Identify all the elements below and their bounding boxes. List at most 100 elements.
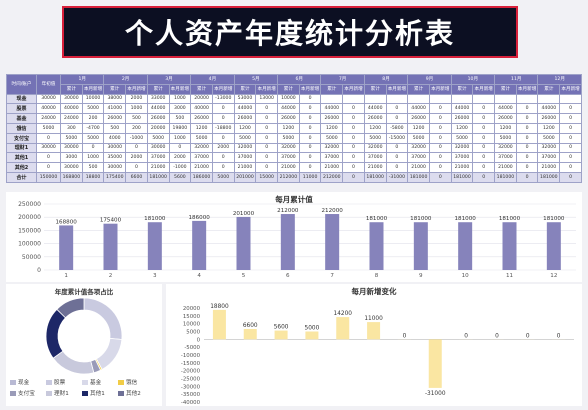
initial-cell: 150000 bbox=[36, 171, 61, 183]
bar-value-label: 168800 bbox=[55, 219, 77, 225]
table-cell: 0 bbox=[298, 162, 322, 173]
sub-header: 本月新增 bbox=[472, 83, 496, 95]
table-cell: 0 bbox=[428, 113, 452, 124]
y-tick-label: 100000 bbox=[18, 241, 41, 248]
table-cell: 53000 bbox=[233, 93, 257, 105]
table-row: 支付宝 0 5000 5000 4000 -1000 5000 1000 5000 0 5000 0 5… bbox=[6, 132, 582, 144]
bar-value-label: 181000 bbox=[454, 216, 476, 222]
table-cell: 181000 bbox=[537, 171, 561, 183]
legend-label: 现金 bbox=[18, 380, 30, 386]
table-cell: 0 bbox=[255, 142, 279, 154]
table-cell: 0 bbox=[559, 142, 582, 154]
table-cell: 0 bbox=[559, 103, 582, 115]
table-cell: 500 bbox=[81, 162, 105, 173]
change-bar-chart: -40000 -35000 -30000-25000 -20000 -15000 -100… bbox=[181, 304, 574, 406]
month-header: 12月 bbox=[537, 74, 582, 85]
table-cell: 1200 bbox=[363, 122, 387, 134]
table-cell: 0 bbox=[472, 152, 496, 164]
table-cell: 21000 bbox=[146, 162, 170, 173]
table-cell: 0 bbox=[385, 113, 409, 124]
legend-swatch bbox=[10, 379, 16, 385]
table-cell: 10000 bbox=[277, 93, 300, 105]
table-cell: 44000 bbox=[233, 103, 257, 115]
bar bbox=[274, 330, 288, 340]
table-cell: 5000 bbox=[450, 132, 474, 144]
table-cell: 21000 bbox=[537, 162, 561, 173]
table-cell: 0 bbox=[81, 142, 105, 154]
table-cell: 1200 bbox=[407, 122, 430, 134]
table-cell: 35000 bbox=[103, 152, 127, 164]
table-cell: 168800 bbox=[60, 171, 83, 183]
legend-item: 现金 bbox=[10, 378, 46, 386]
table-cell: 0 bbox=[342, 162, 365, 173]
sub-header: 本月新增 bbox=[255, 83, 279, 95]
table-cell bbox=[472, 93, 496, 105]
table-cell: 32000 bbox=[190, 142, 213, 154]
table-cell: -18800 bbox=[211, 122, 235, 134]
bar bbox=[369, 222, 384, 270]
y-tick-label: 50000 bbox=[22, 254, 41, 261]
bar-value-label: 181000 bbox=[366, 216, 388, 222]
table-cell bbox=[363, 93, 387, 105]
y-tick-label: -5000 bbox=[184, 345, 200, 351]
x-tick-label: 3 bbox=[153, 273, 157, 279]
table-cell: 0 bbox=[428, 103, 452, 115]
table-cell: 0 bbox=[515, 103, 539, 115]
table-cell: 0 bbox=[298, 113, 322, 124]
initial-cell: 0 bbox=[36, 152, 61, 164]
table-cell: 0 bbox=[385, 162, 409, 173]
table-cell: 0 bbox=[255, 162, 279, 173]
x-tick-label: 10 bbox=[462, 273, 470, 279]
table-cell: 37000 bbox=[363, 152, 387, 164]
table-row: 饿信 5000 300 -4700 500 200 20000 19800 1200 -18800… bbox=[6, 122, 582, 134]
bar-value-label: 11000 bbox=[364, 316, 383, 322]
table-cell: 26000 bbox=[146, 113, 170, 124]
legend-swatch bbox=[82, 390, 88, 396]
bar-value-label: 186000 bbox=[188, 215, 210, 221]
table-cell: 0 bbox=[125, 162, 148, 173]
table-cell bbox=[342, 93, 365, 105]
table-cell: 0 bbox=[515, 162, 539, 173]
table-cell: 0 bbox=[255, 152, 279, 164]
table-row: 其他2 0 30000 500 30000 0 21000 -1000 21000 0 21000 0… bbox=[6, 162, 582, 173]
bar bbox=[236, 216, 251, 270]
table-cell: 1200 bbox=[277, 122, 300, 134]
table-cell: 200 bbox=[125, 122, 148, 134]
bar-value-label: 18800 bbox=[210, 304, 229, 310]
legend-label: 饿信 bbox=[126, 380, 138, 386]
table-cell: 21000 bbox=[363, 162, 387, 173]
table-cell: 0 bbox=[342, 171, 365, 183]
table-cell bbox=[494, 93, 517, 105]
legend-label: 其他1 bbox=[90, 391, 105, 397]
table-cell: 0 bbox=[298, 103, 322, 115]
table-cell: 32000 bbox=[320, 142, 344, 154]
table-cell: 37000 bbox=[320, 152, 344, 164]
table-cell: 0 bbox=[342, 152, 365, 164]
table-cell: 33000 bbox=[146, 93, 170, 105]
legend-label: 支付宝 bbox=[18, 391, 35, 397]
x-tick-label: 6 bbox=[286, 273, 290, 279]
table-cell: 0 bbox=[472, 113, 496, 124]
row-label: 股票 bbox=[6, 103, 37, 115]
table-cell: 5000 bbox=[233, 132, 257, 144]
table-cell: 44000 bbox=[407, 103, 430, 115]
table-cell: 0 bbox=[559, 171, 582, 183]
month-header: 1月 bbox=[59, 74, 105, 85]
table-cell: 1000 bbox=[125, 103, 148, 115]
table-cell: 32000 bbox=[494, 142, 517, 154]
table-cell: 5000 bbox=[211, 171, 235, 183]
table-cell bbox=[407, 93, 430, 105]
table-cell: 5000 bbox=[146, 132, 170, 144]
table-cell: -31000 bbox=[385, 171, 409, 183]
table-cell: 2000 bbox=[125, 93, 148, 105]
table-row: 现金 30000 30000 10000 38000 2000 33000 1000 20000… bbox=[6, 93, 582, 105]
bar-value-label: 175400 bbox=[100, 218, 122, 224]
y-tick-label: 0 bbox=[37, 267, 41, 274]
table-cell: 26000 bbox=[277, 113, 300, 124]
bar-value-label: 0 bbox=[403, 333, 407, 339]
table-cell: 0 bbox=[472, 122, 496, 134]
table-cell: 5000 bbox=[363, 132, 387, 144]
row-label: 现金 bbox=[6, 93, 37, 105]
bar-chart-title: 每月累计值 bbox=[275, 195, 313, 204]
table-cell: 2000 bbox=[211, 142, 235, 154]
